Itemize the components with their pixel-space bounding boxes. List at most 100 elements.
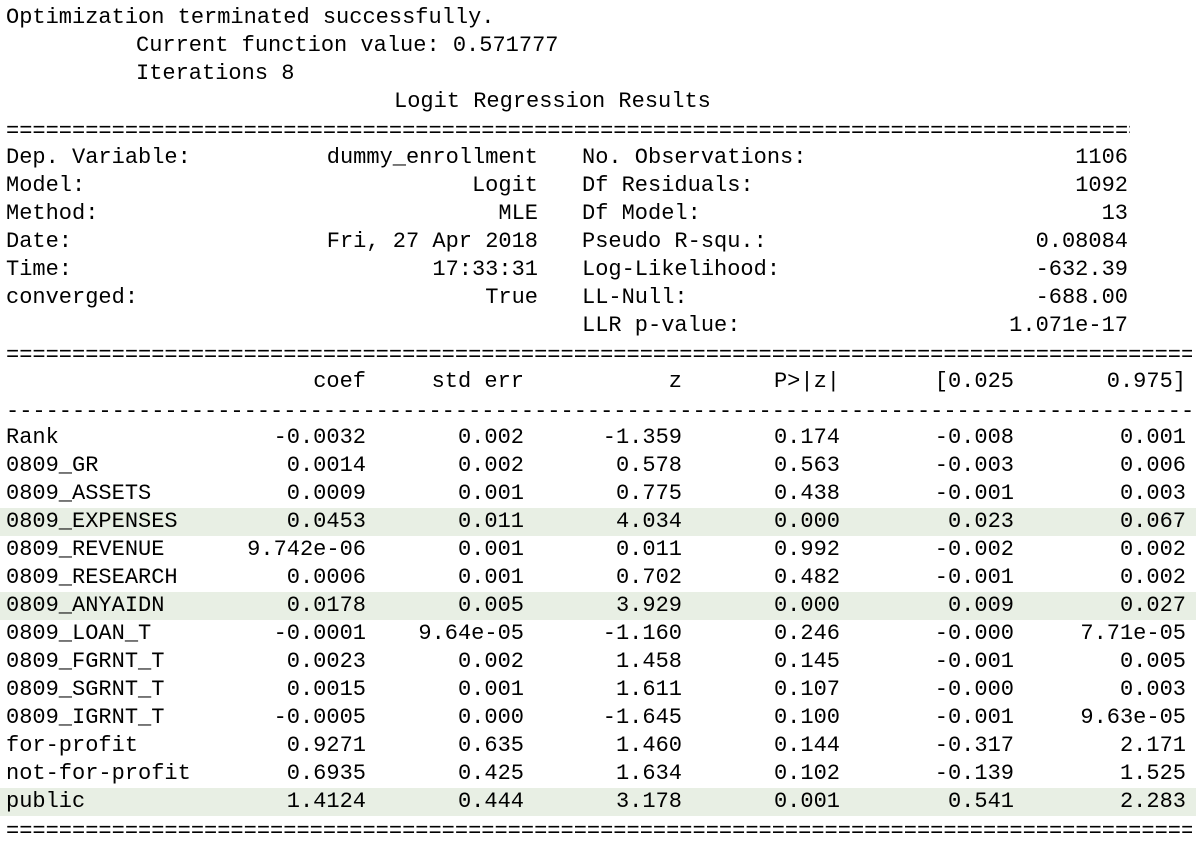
row-highlight: [0, 592, 1196, 620]
summary-value: 17:33:31: [432, 257, 538, 282]
col-header-ci-high: 0.975]: [1106, 369, 1186, 394]
z-cell: -1.359: [602, 425, 682, 450]
p-value-cell: 0.563: [773, 453, 840, 478]
summary-right-row: No. Observations: 1106: [0, 144, 1200, 172]
summary-label: Df Residuals:: [582, 173, 754, 198]
table-row: 0809_LOAN_T -0.0001 9.64e-05 -1.160 0.246 -0.…: [0, 620, 1200, 648]
summary-right-row: LL-Null: -688.00: [0, 284, 1200, 312]
ci-low-cell: -0.317: [934, 733, 1014, 758]
summary-right-row: Df Model: 13: [0, 200, 1200, 228]
summary-right-row: Pseudo R-squ.: 0.08084: [0, 228, 1200, 256]
coef-cell: -0.0001: [273, 621, 366, 646]
std-err-cell: 0.000: [457, 705, 524, 730]
variable-name-cell: Rank: [6, 425, 59, 450]
summary-left-row: Dep. Variable: dummy_enrollment: [0, 144, 560, 172]
summary-label: Dep. Variable:: [6, 145, 191, 170]
ci-low-cell: 0.541: [947, 789, 1014, 814]
std-err-cell: 0.001: [457, 537, 524, 562]
summary-label: Time:: [6, 257, 73, 282]
z-cell: -1.645: [602, 705, 682, 730]
z-cell: 0.578: [615, 453, 682, 478]
table-row: for-profit 0.9271 0.635 1.460 0.144 -0.317 2.1…: [0, 732, 1200, 760]
ci-high-cell: 0.005: [1119, 649, 1186, 674]
ci-high-cell: 0.067: [1119, 509, 1186, 534]
std-err-cell: 0.425: [457, 761, 524, 786]
ci-low-cell: -0.000: [934, 677, 1014, 702]
row-highlight: [0, 508, 1196, 536]
table-row: 0809_GR 0.0014 0.002 0.578 0.563 -0.003 0.006: [0, 452, 1200, 480]
ci-low-cell: -0.003: [934, 453, 1014, 478]
z-cell: 1.611: [615, 677, 682, 702]
std-err-cell: 0.635: [457, 733, 524, 758]
summary-value: -688.00: [1035, 285, 1128, 310]
status-message: Optimization terminated successfully.: [6, 5, 495, 30]
ci-high-cell: 2.283: [1119, 789, 1186, 814]
z-cell: 3.929: [615, 593, 682, 618]
z-cell: 1.458: [615, 649, 682, 674]
z-cell: 0.775: [615, 481, 682, 506]
variable-name-cell: 0809_IGRNT_T: [6, 705, 165, 730]
summary-label: LL-Null:: [582, 285, 688, 310]
std-err-cell: 0.002: [457, 453, 524, 478]
variable-name-cell: 0809_EXPENSES: [6, 509, 178, 534]
table-row: not-for-profit 0.6935 0.425 1.634 0.102 -0.13…: [0, 760, 1200, 788]
ci-low-cell: 0.023: [947, 509, 1014, 534]
std-err-cell: 0.002: [457, 425, 524, 450]
summary-value: 0.08084: [1035, 229, 1128, 254]
summary-value: -632.39: [1035, 257, 1128, 282]
ci-low-cell: -0.000: [934, 621, 1014, 646]
coef-cell: 9.742e-06: [247, 537, 366, 562]
std-err-cell: 0.005: [457, 593, 524, 618]
summary-value: 1.071e-17: [1009, 313, 1128, 338]
summary-label: Df Model:: [582, 201, 701, 226]
coef-cell: 0.0453: [286, 509, 366, 534]
p-value-cell: 0.145: [773, 649, 840, 674]
coef-cell: 0.0014: [286, 453, 366, 478]
p-value-cell: 0.992: [773, 537, 840, 562]
std-err-cell: 0.011: [457, 509, 524, 534]
summary-right-row: LLR p-value: 1.071e-17: [0, 312, 1200, 340]
double-rule-bottom: ========================================…: [6, 819, 1192, 844]
std-err-cell: 0.001: [457, 481, 524, 506]
summary-value: Logit: [471, 173, 538, 198]
coef-cell: 1.4124: [286, 789, 366, 814]
p-value-cell: 0.438: [773, 481, 840, 506]
ci-low-cell: -0.002: [934, 537, 1014, 562]
ci-low-cell: -0.001: [934, 481, 1014, 506]
double-rule-middle: ========================================…: [6, 343, 1192, 368]
summary-left-row: Model: Logit: [0, 172, 560, 200]
coef-cell: 0.0009: [286, 481, 366, 506]
summary-value: 13: [1101, 201, 1128, 226]
double-rule-top: ========================================…: [6, 119, 1130, 144]
ci-high-cell: 9.63e-05: [1080, 705, 1186, 730]
variable-name-cell: for-profit: [6, 733, 139, 758]
ci-high-cell: 0.006: [1119, 453, 1186, 478]
table-row: 0809_EXPENSES 0.0453 0.011 4.034 0.000 0.023 0…: [0, 508, 1200, 536]
ci-high-cell: 1.525: [1119, 761, 1186, 786]
table-row: 0809_IGRNT_T -0.0005 0.000 -1.645 0.100 -0.00…: [0, 704, 1200, 732]
ci-high-cell: 0.002: [1119, 537, 1186, 562]
summary-right-row: Log-Likelihood: -632.39: [0, 256, 1200, 284]
function-value-line: Current function value: 0.571777: [136, 33, 559, 58]
coef-cell: 0.0015: [286, 677, 366, 702]
variable-name-cell: 0809_ANYAIDN: [6, 593, 165, 618]
ci-high-cell: 0.027: [1119, 593, 1186, 618]
coef-cell: 0.0006: [286, 565, 366, 590]
p-value-cell: 0.100: [773, 705, 840, 730]
iterations-line: Iterations 8: [136, 61, 295, 86]
z-cell: 4.034: [615, 509, 682, 534]
z-cell: -1.160: [602, 621, 682, 646]
std-err-cell: 9.64e-05: [418, 621, 524, 646]
summary-left-row: Date: Fri, 27 Apr 2018: [0, 228, 560, 256]
summary-label: converged:: [6, 285, 139, 310]
coef-cell: -0.0032: [273, 425, 366, 450]
summary-label: Log-Likelihood:: [582, 257, 781, 282]
p-value-cell: 0.107: [773, 677, 840, 702]
p-value-cell: 0.000: [773, 509, 840, 534]
ci-high-cell: 0.003: [1119, 481, 1186, 506]
p-value-cell: 0.482: [773, 565, 840, 590]
p-value-cell: 0.174: [773, 425, 840, 450]
variable-name-cell: 0809_SGRNT_T: [6, 677, 165, 702]
ci-low-cell: -0.001: [934, 705, 1014, 730]
p-value-cell: 0.246: [773, 621, 840, 646]
